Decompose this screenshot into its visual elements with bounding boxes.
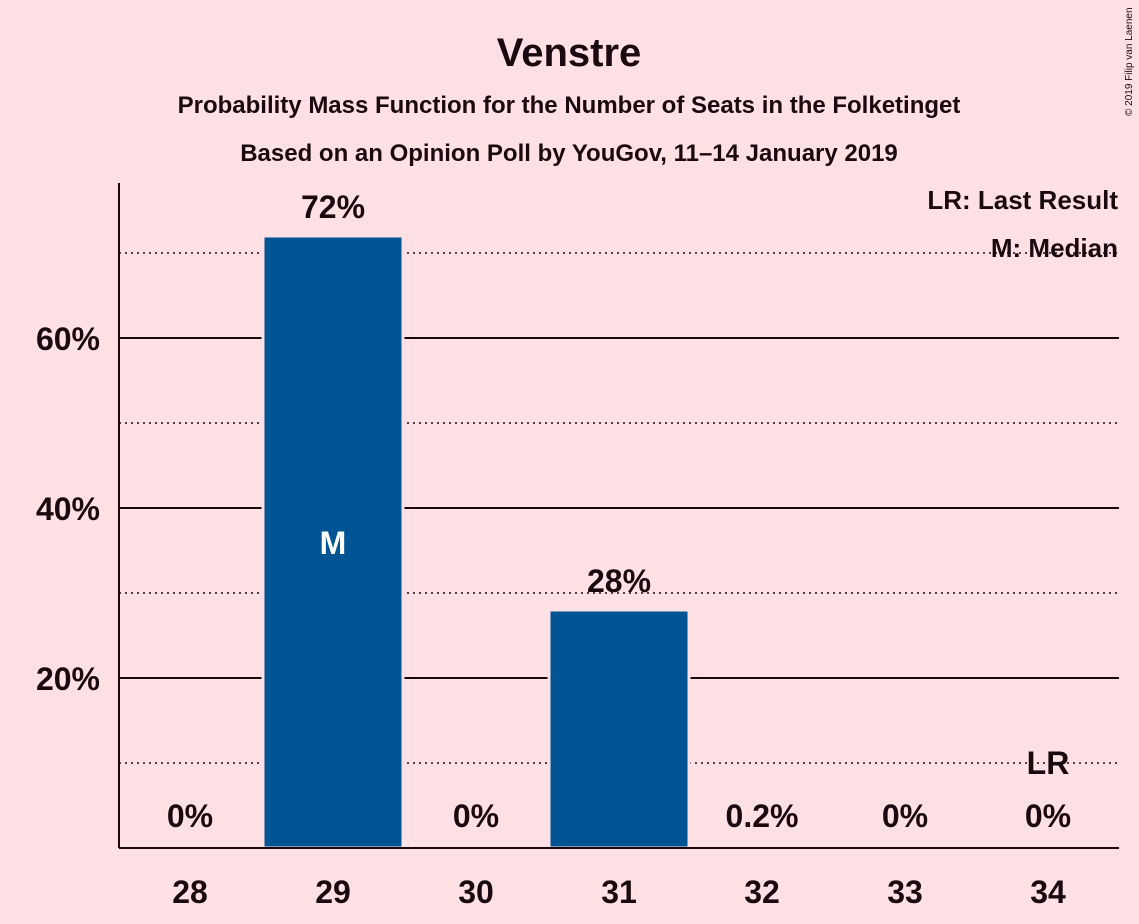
bar-seats-29 (261, 234, 405, 850)
copyright-notice: © 2019 Filip van Laenen (1124, 7, 1135, 116)
legend-entry: M: Median (991, 233, 1118, 263)
y-tick-label: 40% (36, 491, 100, 527)
x-tick-label-34: 34 (1030, 874, 1066, 910)
chart-title: Venstre (497, 31, 642, 75)
x-tick-label-32: 32 (744, 874, 780, 910)
x-tick-label-33: 33 (887, 874, 923, 910)
legend: LR: Last Result M: Median (927, 185, 1118, 263)
bars (261, 234, 691, 850)
bar-seats-31 (547, 608, 691, 850)
value-label-28: 0% (167, 798, 213, 834)
legend-entry: LR: Last Result (927, 185, 1118, 215)
chart-subtitle: Probability Mass Function for the Number… (178, 92, 961, 119)
axes: 20% 40% 60% (36, 183, 1119, 849)
value-label-29: 72% (301, 189, 365, 225)
x-tick-label-31: 31 (601, 874, 637, 910)
y-tick-label: 20% (36, 661, 100, 697)
value-label-33: 0% (882, 798, 928, 834)
value-label-30: 0% (453, 798, 499, 834)
value-label-32: 0.2% (726, 798, 799, 834)
bar-labels: 0% 28 72% M 29 0% 30 28% 31 0.2% 32 0% 33 0% LR 34 (167, 189, 1071, 910)
last-result-marker: LR (1027, 745, 1070, 781)
y-tick-label: 60% (36, 321, 100, 357)
value-label-34: 0% (1025, 798, 1071, 834)
x-tick-label-29: 29 (315, 874, 351, 910)
value-label-31: 28% (587, 563, 651, 599)
x-tick-label-30: 30 (458, 874, 494, 910)
chart-subtitle-poll: Based on an Opinion Poll by YouGov, 11–1… (240, 140, 898, 167)
x-tick-label-28: 28 (172, 874, 208, 910)
median-marker: M (320, 525, 347, 561)
